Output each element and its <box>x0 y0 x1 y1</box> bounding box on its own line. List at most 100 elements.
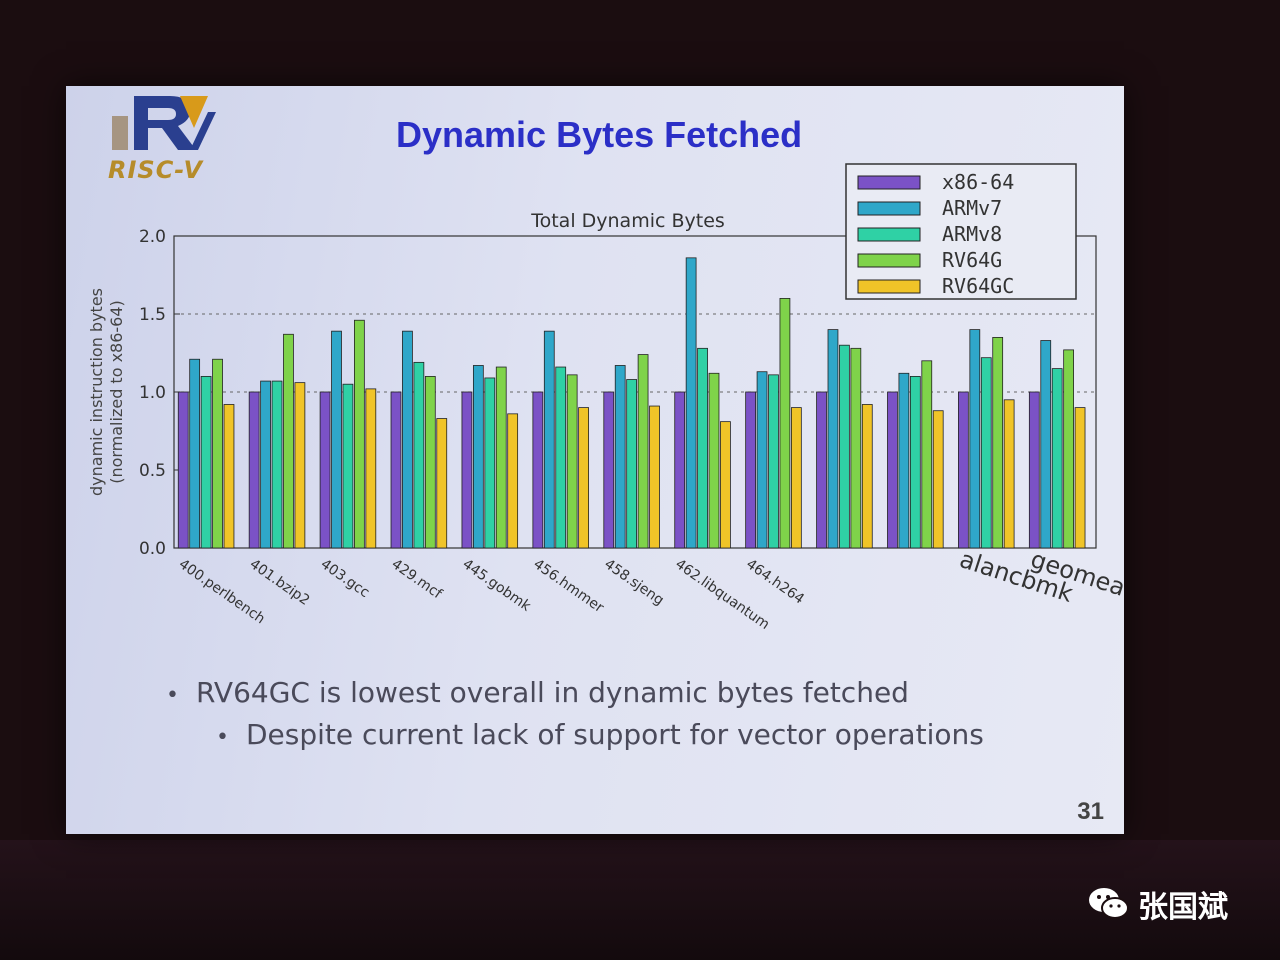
y-tick-label: 1.5 <box>139 305 166 325</box>
bar <box>898 372 910 549</box>
bar <box>720 421 731 549</box>
bar <box>472 365 484 549</box>
bar <box>543 330 555 549</box>
legend-label: RV64GC <box>942 274 1014 298</box>
bar <box>189 358 201 549</box>
bar <box>614 365 626 549</box>
chart-title: Total Dynamic Bytes <box>530 210 725 232</box>
legend-swatch <box>857 201 921 216</box>
bar <box>708 372 720 549</box>
bar <box>1003 399 1015 549</box>
bar <box>779 297 791 549</box>
x-tick-label: 429.mcf <box>388 556 445 603</box>
bar <box>331 330 342 549</box>
bar <box>649 405 660 549</box>
bar <box>555 366 567 549</box>
bar <box>342 383 354 549</box>
bar <box>484 377 496 549</box>
presentation-slide: RISC-V Dynamic Bytes Fetched 0.0 0.5 1.0 1.… <box>66 86 1124 834</box>
bar <box>1074 407 1086 549</box>
bar <box>248 391 260 549</box>
bar <box>365 388 377 549</box>
legend-label: x86-64 <box>942 170 1014 194</box>
bar <box>958 391 969 549</box>
bar <box>212 358 223 549</box>
bar <box>685 257 697 549</box>
bar <box>1063 349 1074 549</box>
room-floor <box>0 840 1280 960</box>
wechat-icon <box>1089 888 1129 919</box>
y-tick-label: 2.0 <box>139 227 166 247</box>
bar <box>827 329 839 549</box>
bar <box>768 374 779 549</box>
bar <box>424 375 436 549</box>
bar <box>436 418 448 549</box>
x-tick-label: 403.gcc <box>318 556 373 601</box>
bar <box>1040 340 1052 549</box>
x-tick-label: 445.gobmk <box>459 556 534 615</box>
bar <box>566 374 578 549</box>
bar <box>637 354 649 549</box>
bar <box>992 336 1004 549</box>
bar <box>697 347 708 549</box>
bar <box>909 375 921 549</box>
x-tick-label: 456.hmmer <box>530 556 606 616</box>
bar <box>674 391 686 549</box>
watermark: 张国斌 <box>1088 884 1228 925</box>
bar <box>1028 391 1040 549</box>
legend-swatch <box>857 253 921 268</box>
bar <box>532 391 544 549</box>
y-axis-label-line2: (normalized to x86-64) <box>107 300 126 484</box>
page-number: 31 <box>1077 798 1104 825</box>
bar <box>319 391 331 549</box>
x-tick-label: 464.h264 <box>743 556 807 607</box>
y-axis-label-line1: dynamic instruction bytes <box>87 288 106 496</box>
bar <box>980 357 992 549</box>
bar <box>816 391 827 549</box>
bar <box>390 391 402 549</box>
bar <box>626 379 638 549</box>
bar-chart: 0.0 0.5 1.0 1.5 2.0 dynamic instruction bytes… <box>87 163 1124 633</box>
bullet-text-1: RV64GC is lowest overall in dynamic byte… <box>196 676 909 709</box>
bullet-item-1: • RV64GC is lowest overall in dynamic byt… <box>166 676 909 709</box>
legend-label: RV64G <box>942 248 1002 272</box>
bar <box>969 329 981 549</box>
bullet-dot-icon: • <box>216 725 229 750</box>
bar <box>283 333 294 549</box>
x-tick-label: 401.bzip2 <box>247 556 313 609</box>
bar <box>887 391 898 549</box>
bar <box>177 391 189 549</box>
legend-swatch <box>857 175 921 190</box>
bar <box>294 382 306 549</box>
x-tick-label: 458.sjeng <box>601 556 666 609</box>
y-tick-label: 0.0 <box>139 539 166 559</box>
bar <box>223 404 235 549</box>
bar <box>260 380 271 549</box>
bar <box>200 375 212 549</box>
risc-v-logo-icon <box>112 96 216 150</box>
legend-swatch <box>857 279 921 294</box>
bar <box>413 361 425 549</box>
bar <box>402 330 413 549</box>
bar <box>461 391 473 549</box>
bar <box>1051 368 1063 549</box>
bar <box>861 404 873 549</box>
y-tick-label: 1.0 <box>139 383 166 403</box>
bar <box>578 407 589 549</box>
bullet-dot-icon: • <box>166 683 179 708</box>
legend-label: ARMv7 <box>942 196 1002 220</box>
bar <box>756 371 768 549</box>
bar <box>850 347 862 549</box>
bar <box>603 391 615 549</box>
bar <box>507 413 519 549</box>
legend-swatch <box>857 227 921 242</box>
logo-text: RISC-V <box>108 156 204 184</box>
bar <box>745 391 756 549</box>
bar <box>932 410 944 549</box>
y-tick-label: 0.5 <box>139 461 166 481</box>
slide-title: Dynamic Bytes Fetched <box>396 114 803 155</box>
bar <box>790 407 802 549</box>
bar <box>921 360 933 549</box>
bar <box>839 344 850 549</box>
watermark-text: 张国斌 <box>1138 890 1228 925</box>
